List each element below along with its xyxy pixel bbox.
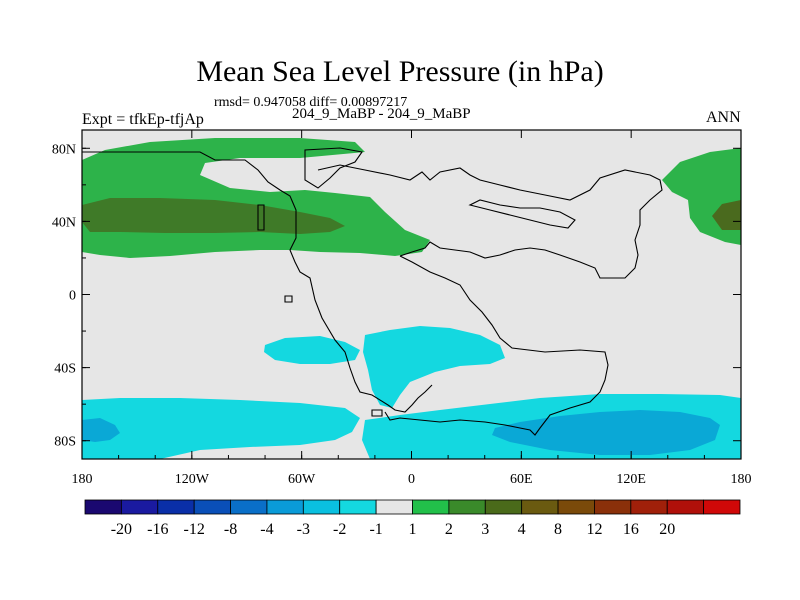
- coastline-americas: [82, 151, 433, 413]
- colorbar-swatch: [157, 499, 195, 515]
- x-tick-label: 0: [408, 472, 415, 487]
- colorbar-label: -8: [224, 521, 237, 538]
- y-tick-label: 40N: [52, 215, 76, 230]
- colorbar-swatch: [230, 499, 268, 515]
- y-tick-label: 0: [69, 289, 76, 304]
- colorbar-label: 1: [409, 521, 417, 538]
- colorbar-label: -3: [297, 521, 310, 538]
- y-tick-label: 80N: [52, 142, 76, 157]
- colorbar-swatch: [484, 499, 523, 515]
- colorbar-label: -1: [369, 521, 382, 538]
- region-olive-northeast: [712, 200, 741, 230]
- colorbar-swatch: [193, 499, 231, 515]
- colorbar-swatch: [266, 499, 304, 515]
- colorbar-swatch: [375, 499, 413, 515]
- coastline-island-c: [371, 409, 383, 417]
- y-axis: 80N 40N 0 40S 80S: [52, 142, 741, 450]
- region-cyan-southatlantic: [363, 326, 505, 408]
- shaded-regions: [82, 138, 741, 459]
- x-tick-label: 120E: [616, 472, 646, 487]
- colorbar-swatch: [594, 499, 632, 515]
- season-label: ANN: [706, 109, 741, 126]
- coastline-eurasia: [317, 164, 663, 279]
- colorbar: -20 -16 -12 -8 -4 -3 -2 -1 1 2 3 4 8 12 16 20: [84, 499, 741, 538]
- region-blue-southwest: [82, 418, 120, 442]
- stats-text: rmsd= 0.947058 diff= 0.00897217: [214, 95, 408, 110]
- coastline-mideast: [468, 199, 576, 229]
- colorbar-swatch: [666, 499, 705, 515]
- colorbar-swatch: [302, 499, 341, 515]
- colorbar-swatch: [448, 499, 486, 515]
- x-tick-label: 60W: [288, 472, 316, 487]
- colorbar-swatch: [521, 499, 559, 515]
- colorbar-label: -2: [333, 521, 346, 538]
- colorbar-swatch: [339, 499, 377, 515]
- colorbar-label: 3: [481, 521, 489, 538]
- colorbar-label: -20: [111, 521, 132, 538]
- x-tick-label: 60E: [510, 472, 533, 487]
- region-cyan-southern-ocean: [82, 398, 360, 459]
- coastline-greenland: [304, 147, 363, 189]
- colorbar-label: 2: [445, 521, 453, 538]
- colorbar-label: 12: [586, 521, 602, 538]
- coastline-island-a: [257, 204, 265, 231]
- region-olive-northwest: [82, 198, 345, 234]
- x-tick-label: 180: [731, 472, 752, 487]
- region-cyan-southpacific: [264, 336, 360, 364]
- colorbar-label: 16: [623, 521, 639, 538]
- x-axis: 180 120W 60W 0 60E 120E 180: [72, 130, 752, 487]
- colorbar-label: -12: [184, 521, 205, 538]
- map-title: Mean Sea Level Pressure (in hPa): [196, 55, 604, 88]
- experiment-label: Expt = tfkEp-tfjAp: [82, 111, 204, 128]
- colorbar-swatch: [84, 499, 122, 515]
- colorbar-swatch: [557, 499, 595, 515]
- x-tick-label: 180: [72, 472, 93, 487]
- region-blue-southeast: [492, 410, 720, 455]
- colorbar-swatch: [412, 499, 450, 515]
- colorbar-label: -16: [147, 521, 168, 538]
- y-tick-label: 40S: [54, 362, 76, 377]
- x-tick-label: 120W: [175, 472, 210, 487]
- coastline-africa: [384, 255, 609, 436]
- colorbar-label: 4: [518, 521, 526, 538]
- continent-outlines: [82, 147, 663, 436]
- coastline-island-b: [284, 295, 293, 303]
- colorbar-swatch: [703, 499, 741, 515]
- colorbar-swatch: [630, 499, 668, 515]
- map-subtitle: 204_9_MaBP - 204_9_MaBP: [292, 106, 471, 122]
- colorbar-label: -4: [260, 521, 273, 538]
- colorbar-label: 8: [554, 521, 562, 538]
- colorbar-swatch: [120, 499, 159, 515]
- y-tick-label: 80S: [54, 435, 76, 450]
- colorbar-label: 20: [659, 521, 675, 538]
